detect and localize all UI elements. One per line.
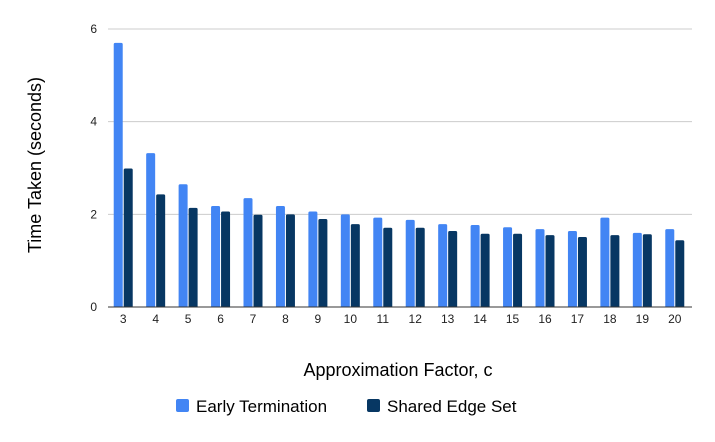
x-tick-label: 14 (473, 312, 487, 326)
x-tick-label: 20 (668, 312, 682, 326)
x-tick-label: 5 (185, 312, 192, 326)
bar-shared-edge-set-19 (642, 234, 652, 307)
bar-early-termination-20 (665, 229, 675, 307)
bar-early-termination-9 (308, 211, 318, 307)
bar-early-termination-18 (600, 217, 610, 307)
y-tick-label: 2 (90, 207, 97, 221)
x-tick-label: 8 (282, 312, 289, 326)
x-tick-label: 17 (571, 312, 585, 326)
bar-early-termination-11 (373, 217, 383, 307)
bar-shared-edge-set-7 (253, 214, 263, 307)
x-tick-label: 13 (441, 312, 455, 326)
bar-early-termination-14 (470, 224, 480, 307)
bar-early-termination-3 (113, 42, 123, 308)
bar-early-termination-7 (243, 198, 253, 307)
bar-shared-edge-set-15 (513, 233, 523, 307)
bar-early-termination-13 (438, 224, 448, 307)
bar-early-termination-8 (275, 205, 285, 307)
x-tick-label: 15 (506, 312, 520, 326)
x-tick-label: 9 (315, 312, 322, 326)
y-axis-tick-labels: 0 2 4 6 (90, 22, 97, 314)
legend-label-shared-edge-set: Shared Edge Set (387, 397, 517, 416)
bar-early-termination-12 (405, 219, 415, 307)
legend-swatch-shared-edge-set (367, 399, 380, 412)
bar-shared-edge-set-13 (448, 231, 458, 307)
bar-shared-edge-set-5 (188, 207, 198, 307)
x-tick-label: 12 (409, 312, 423, 326)
bar-shared-edge-set-3 (123, 168, 133, 307)
bar-shared-edge-set-18 (610, 235, 620, 307)
bar-early-termination-10 (340, 214, 350, 307)
x-tick-label: 16 (538, 312, 552, 326)
bar-shared-edge-set-8 (285, 214, 295, 307)
x-tick-label: 18 (603, 312, 617, 326)
bar-early-termination-6 (211, 205, 221, 307)
x-tick-label: 7 (250, 312, 257, 326)
bar-early-termination-19 (632, 232, 642, 307)
x-tick-label: 19 (636, 312, 650, 326)
bar-shared-edge-set-10 (350, 224, 360, 307)
x-tick-label: 11 (377, 312, 390, 326)
legend-swatch-early-termination (176, 399, 189, 412)
bar-shared-edge-set-4 (156, 194, 166, 307)
x-axis-tick-labels: 3 4 5 6 7 8 9 10 11 12 13 14 15 16 17 18 19 20 (120, 312, 682, 326)
bars (113, 42, 685, 308)
bar-early-termination-4 (146, 153, 156, 307)
bar-shared-edge-set-6 (221, 211, 231, 307)
y-axis-title: Time Taken (seconds) (25, 77, 45, 253)
bar-shared-edge-set-12 (415, 227, 425, 307)
bar-early-termination-17 (567, 231, 577, 307)
x-axis-title: Approximation Factor, c (303, 360, 492, 380)
y-tick-label: 0 (90, 300, 97, 314)
x-tick-label: 3 (120, 312, 127, 326)
legend-label-early-termination: Early Termination (196, 397, 327, 416)
y-tick-label: 4 (90, 115, 97, 129)
bar-early-termination-16 (535, 229, 545, 307)
x-tick-label: 4 (152, 312, 159, 326)
bar-shared-edge-set-16 (545, 235, 555, 307)
y-tick-label: 6 (90, 22, 97, 36)
bar-early-termination-5 (178, 184, 188, 307)
bar-shared-edge-set-17 (577, 237, 587, 307)
x-tick-label: 10 (344, 312, 358, 326)
bar-shared-edge-set-14 (480, 233, 490, 307)
bar-shared-edge-set-9 (318, 218, 328, 307)
x-tick-label: 6 (217, 312, 224, 326)
bar-shared-edge-set-11 (383, 227, 393, 307)
bar-early-termination-15 (503, 227, 513, 307)
bar-shared-edge-set-20 (675, 240, 685, 307)
legend: Early Termination Shared Edge Set (176, 397, 517, 416)
gridlines (108, 28, 692, 215)
